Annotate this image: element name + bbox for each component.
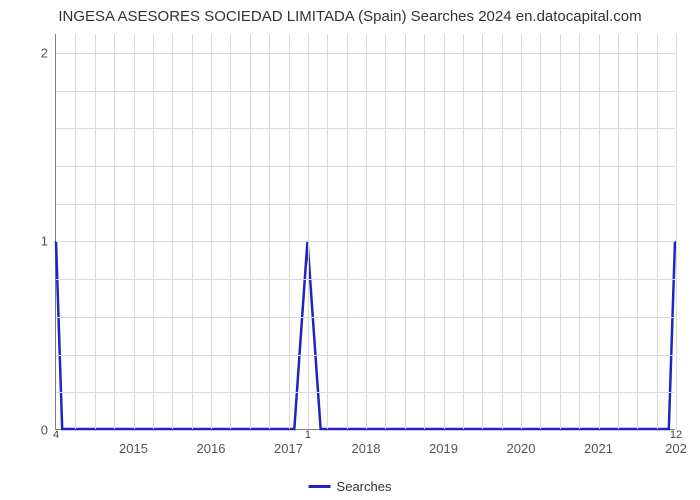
- grid-h: [56, 166, 675, 167]
- x-tick-label: 2015: [119, 429, 148, 456]
- x-tick-label: 2016: [197, 429, 226, 456]
- point-label: 4: [53, 429, 59, 441]
- grid-v: [599, 34, 600, 429]
- legend: Searches: [309, 479, 392, 494]
- grid-v: [540, 34, 541, 429]
- chart-title: INGESA ASESORES SOCIEDAD LIMITADA (Spain…: [0, 8, 700, 25]
- grid-v: [289, 34, 290, 429]
- grid-h: [56, 392, 675, 393]
- grid-v: [676, 34, 677, 429]
- grid-v: [230, 34, 231, 429]
- grid-v: [560, 34, 561, 429]
- grid-v: [347, 34, 348, 429]
- plot-area: 01220152016201720182019202020212024112: [55, 34, 675, 430]
- grid-v: [521, 34, 522, 429]
- grid-v: [579, 34, 580, 429]
- legend-label: Searches: [337, 479, 392, 494]
- grid-v: [308, 34, 309, 429]
- grid-h: [56, 355, 675, 356]
- grid-v: [75, 34, 76, 429]
- grid-v: [366, 34, 367, 429]
- grid-h: [56, 241, 675, 242]
- grid-v: [327, 34, 328, 429]
- grid-v: [482, 34, 483, 429]
- legend-swatch: [309, 485, 331, 488]
- y-tick-label: 1: [41, 234, 56, 249]
- grid-v: [153, 34, 154, 429]
- grid-h: [56, 53, 675, 54]
- grid-v: [211, 34, 212, 429]
- grid-v: [192, 34, 193, 429]
- grid-v: [385, 34, 386, 429]
- x-tick-label: 2017: [274, 429, 303, 456]
- grid-v: [134, 34, 135, 429]
- grid-h: [56, 91, 675, 92]
- grid-v: [657, 34, 658, 429]
- grid-v: [618, 34, 619, 429]
- grid-h: [56, 279, 675, 280]
- grid-v: [405, 34, 406, 429]
- point-label: 1: [305, 429, 311, 441]
- point-label: 12: [670, 429, 682, 441]
- grid-h: [56, 204, 675, 205]
- y-tick-label: 2: [41, 45, 56, 60]
- x-tick-label: 2018: [352, 429, 381, 456]
- grid-v: [114, 34, 115, 429]
- grid-v: [269, 34, 270, 429]
- grid-v: [250, 34, 251, 429]
- grid-v: [424, 34, 425, 429]
- grid-v: [463, 34, 464, 429]
- grid-v: [172, 34, 173, 429]
- grid-h: [56, 317, 675, 318]
- grid-v: [502, 34, 503, 429]
- grid-v: [637, 34, 638, 429]
- x-tick-label: 2020: [507, 429, 536, 456]
- grid-h: [56, 128, 675, 129]
- grid-v: [95, 34, 96, 429]
- grid-v: [444, 34, 445, 429]
- x-tick-label: 2021: [584, 429, 613, 456]
- x-tick-label: 2019: [429, 429, 458, 456]
